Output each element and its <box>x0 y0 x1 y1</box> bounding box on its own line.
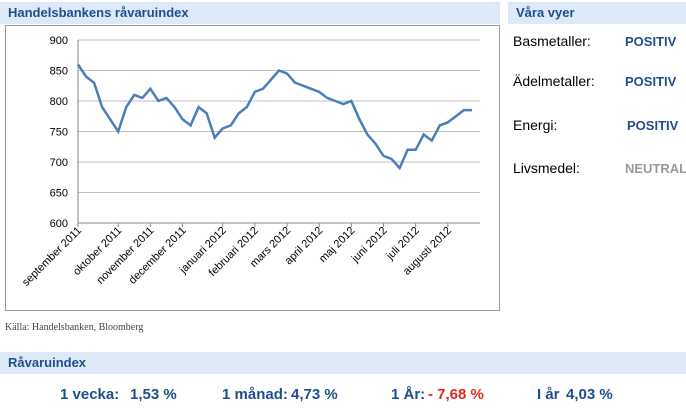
view-label: Livsmedel: <box>513 160 580 176</box>
stat-label: 1 månad: <box>222 386 288 403</box>
index-header: Råvaruindex <box>0 352 686 374</box>
view-value: POSITIV <box>625 34 676 49</box>
y-tick-label: 900 <box>50 35 68 47</box>
stat-label: 1 År: <box>391 386 425 403</box>
view-value: NEUTRAL <box>625 161 686 176</box>
stat-value: 4,03 % <box>566 386 613 403</box>
y-tick-label: 600 <box>50 218 68 230</box>
stat-value: 4,73 % <box>291 386 338 403</box>
chart: 600650700750800850900september 2011oktob… <box>0 24 500 314</box>
view-label: Energi: <box>513 117 557 133</box>
y-tick-label: 850 <box>50 66 68 78</box>
stat-label: 1 vecka: <box>60 386 119 403</box>
stat-value: - 7,68 % <box>428 386 484 403</box>
y-tick-label: 750 <box>50 127 68 139</box>
view-value: POSITIV <box>627 118 678 133</box>
views-header: Våra vyer <box>508 2 686 24</box>
y-tick-label: 700 <box>50 157 68 169</box>
stat-label: I år <box>537 386 560 403</box>
chart-header: Handelsbankens råvaruindex <box>0 2 500 24</box>
y-tick-label: 800 <box>50 96 68 108</box>
view-label: Basmetaller: <box>513 33 591 49</box>
stat-value: 1,53 % <box>130 386 177 403</box>
view-label: Ädelmetaller: <box>513 73 595 89</box>
source: Källa: Handelsbanken, Bloomberg <box>5 322 143 333</box>
view-value: POSITIV <box>625 74 676 89</box>
y-tick-label: 650 <box>50 188 68 200</box>
